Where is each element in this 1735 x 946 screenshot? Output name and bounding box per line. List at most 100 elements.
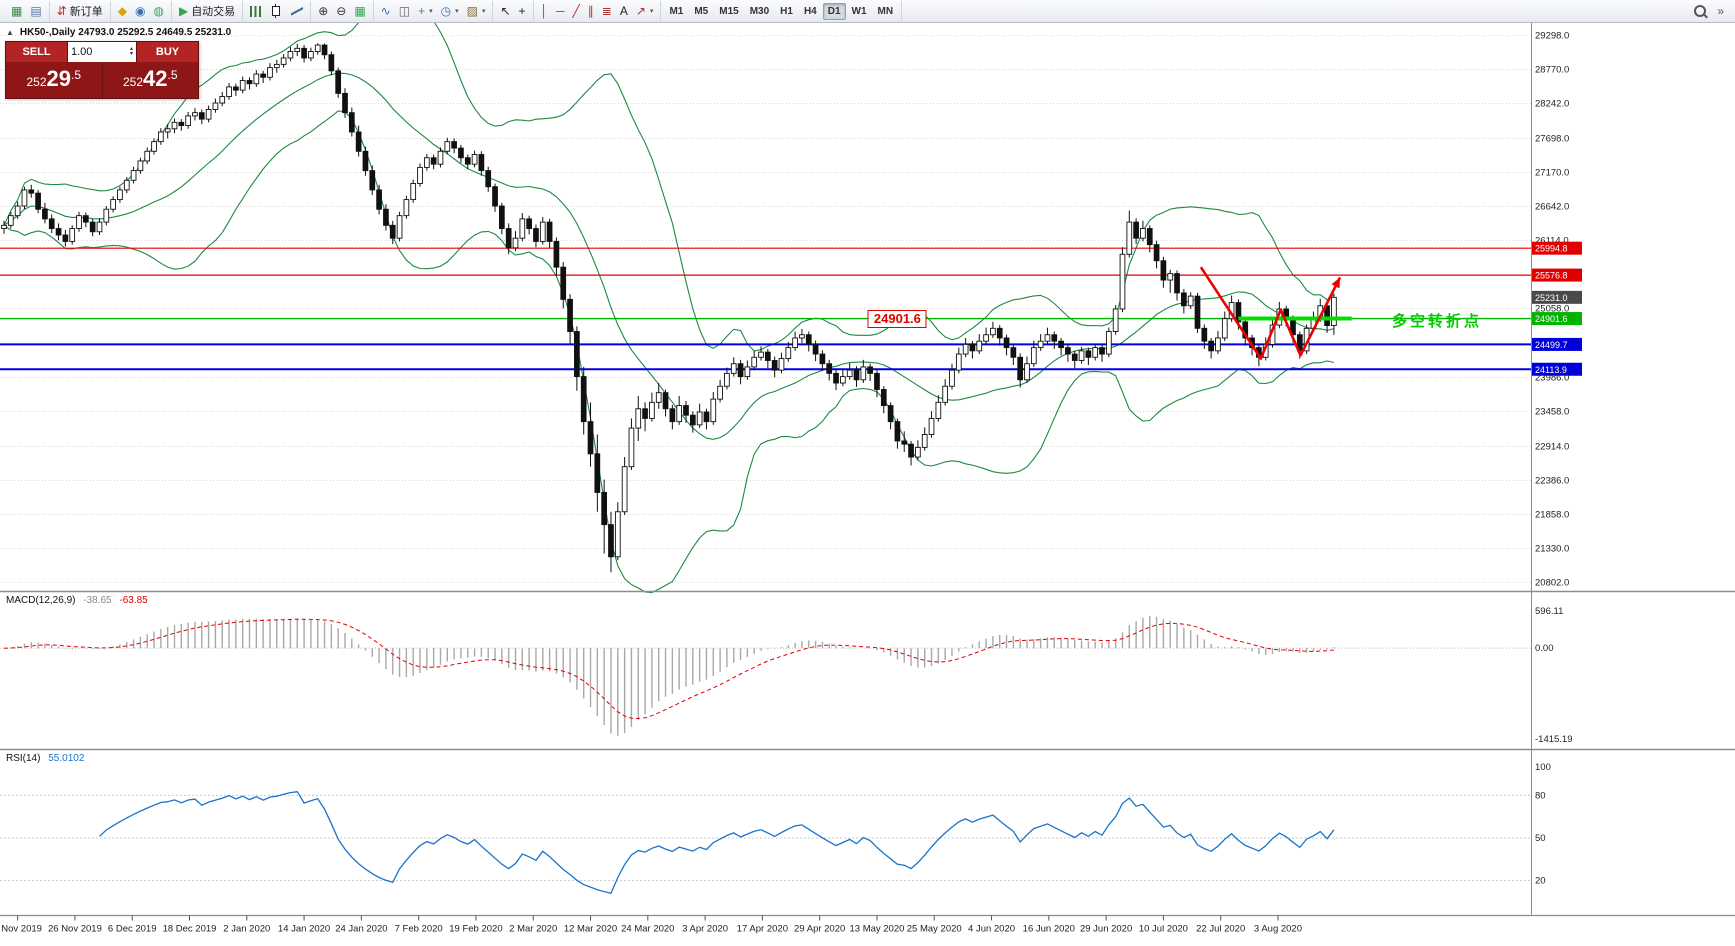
vertical-line-button-icon: │ bbox=[540, 4, 549, 18]
bar-chart-button[interactable] bbox=[246, 4, 265, 19]
svg-text:4 Nov 2019: 4 Nov 2019 bbox=[0, 924, 42, 935]
trend-arrow-annotation[interactable] bbox=[1199, 266, 1342, 360]
search-button-icon bbox=[1694, 5, 1707, 17]
tile-windows-button[interactable]: ▦ bbox=[350, 3, 369, 19]
svg-text:25576.8: 25576.8 bbox=[1535, 271, 1568, 281]
arrows-button[interactable]: ↗ ▾ bbox=[632, 3, 658, 19]
svg-text:28242.0: 28242.0 bbox=[1535, 99, 1569, 110]
add-indicator-button[interactable]: + ▾ bbox=[414, 3, 437, 19]
metaeditor-icon[interactable]: ◆ bbox=[114, 3, 131, 19]
svg-text:17 Apr 2020: 17 Apr 2020 bbox=[737, 924, 788, 935]
svg-text:6 Dec 2019: 6 Dec 2019 bbox=[108, 924, 157, 935]
buy-price-display[interactable]: 252 42.5 bbox=[101, 62, 199, 98]
candlestick-button[interactable] bbox=[265, 4, 287, 18]
crosshair-button[interactable]: + bbox=[515, 3, 530, 19]
price-digits: 252 bbox=[122, 75, 144, 89]
periods-button-dropdown-icon[interactable]: ▾ bbox=[455, 8, 459, 15]
svg-text:26642.0: 26642.0 bbox=[1535, 202, 1569, 213]
market-icon[interactable]: ◉ bbox=[131, 3, 149, 19]
candles[interactable] bbox=[1, 43, 1337, 573]
timeframe-w1-button[interactable]: W1 bbox=[851, 5, 867, 17]
timeframe-h4-button[interactable]: H4 bbox=[803, 5, 817, 17]
autotrading-button-icon: ▶ bbox=[178, 4, 189, 18]
svg-text:21858.0: 21858.0 bbox=[1535, 509, 1569, 520]
svg-text:80: 80 bbox=[1535, 790, 1546, 801]
macd-main-value: -38.65 bbox=[83, 595, 112, 606]
svg-text:25994.8: 25994.8 bbox=[1535, 244, 1568, 254]
price-digits: .5 bbox=[167, 68, 178, 82]
autotrading-button[interactable]: ▶ 自动交易 bbox=[175, 1, 239, 21]
bollinger-bands bbox=[3, 23, 1335, 594]
toolbar-group-autotrading: ▶ 自动交易 bbox=[172, 1, 244, 21]
volume-input[interactable]: 1.00 ▴ ▾ bbox=[67, 42, 137, 62]
trendline-button[interactable]: ╱ bbox=[569, 3, 584, 19]
line-chart-button-icon bbox=[291, 6, 303, 16]
new-order-button[interactable]: ⇵ 新订单 bbox=[53, 1, 107, 21]
toolbar-group-zoom: ⊕ ⊖ ▦ bbox=[311, 1, 374, 21]
cursor-button[interactable]: ↖ bbox=[496, 3, 514, 19]
time-axis[interactable]: 4 Nov 2019 26 Nov 2019 6 Dec 2019 18 Dec 20… bbox=[0, 915, 1302, 935]
profiles-button[interactable]: ▤ bbox=[26, 3, 45, 19]
search-button[interactable] bbox=[1690, 3, 1713, 19]
svg-text:13 May 2020: 13 May 2020 bbox=[849, 924, 904, 935]
chart-canvas[interactable]: 29298.0 28770.0 28242.0 27698.0 27170.0 26642… bbox=[0, 23, 1735, 946]
price-digits: 252 bbox=[26, 75, 47, 89]
svg-text:24499.7: 24499.7 bbox=[1535, 340, 1568, 350]
community-icon[interactable]: ◍ bbox=[149, 3, 167, 19]
channel-button[interactable]: ∥ bbox=[584, 3, 598, 19]
trade-panel-toggle-icon[interactable]: ▲ bbox=[6, 28, 14, 37]
toolbar: ▦ ▤ ⇵ 新订单 ◆ ◉ ◍ ▶ 自动交易 ⊕ ⊖ ▦ ∿ ◫ + ▾ ◷ ▾ ▨ ▾ ↖ + │ ─ ╱ ∥ ≣ A ↗ ▾ M1 M5 M… bbox=[0, 0, 1735, 23]
timeframe-h1-button[interactable]: H1 bbox=[780, 5, 793, 17]
horizontal-line-button[interactable]: ─ bbox=[552, 3, 569, 19]
periods-button[interactable]: ◷ ▾ bbox=[437, 3, 463, 19]
svg-text:12 Mar 2020: 12 Mar 2020 bbox=[564, 924, 617, 935]
timeframe-m30-button[interactable]: M30 bbox=[749, 5, 770, 17]
overflow-button[interactable]: » bbox=[1713, 3, 1728, 19]
line-chart-button[interactable] bbox=[287, 4, 307, 18]
fibonacci-button[interactable]: ≣ bbox=[598, 3, 616, 19]
market-icon-icon: ◉ bbox=[134, 4, 146, 18]
zoom-out-button[interactable]: ⊖ bbox=[332, 3, 350, 19]
sell-button[interactable]: SELL bbox=[6, 42, 67, 62]
horizontal-line-button-icon: ─ bbox=[556, 4, 565, 18]
svg-text:14 Jan 2020: 14 Jan 2020 bbox=[278, 924, 330, 935]
macd-name: MACD(12,26,9) bbox=[6, 595, 76, 606]
timeframe-m1-button[interactable]: M1 bbox=[669, 5, 684, 17]
sell-price-display[interactable]: 252 29.5 bbox=[6, 62, 102, 98]
community-icon-icon: ◍ bbox=[153, 4, 164, 18]
buy-button[interactable]: BUY bbox=[137, 42, 198, 62]
templates-button-dropdown-icon[interactable]: ▾ bbox=[481, 8, 486, 15]
indicators-button[interactable]: ∿ bbox=[377, 3, 395, 19]
add-indicator-button-dropdown-icon[interactable]: ▾ bbox=[429, 8, 433, 15]
timeframe-mn-button[interactable]: MN bbox=[877, 5, 894, 17]
price-level-label[interactable]: 24901.6 bbox=[867, 309, 927, 328]
svg-text:22386.0: 22386.0 bbox=[1535, 475, 1569, 486]
timeframe-m15-button[interactable]: M15 bbox=[719, 5, 739, 17]
channel-button-icon: ∥ bbox=[587, 4, 594, 18]
axis-frame bbox=[0, 23, 1735, 917]
svg-text:22 Jul 2020: 22 Jul 2020 bbox=[1196, 924, 1245, 935]
svg-text:3 Apr 2020: 3 Apr 2020 bbox=[682, 924, 728, 935]
zoom-in-button-icon: ⊕ bbox=[318, 4, 329, 18]
timeframe-d1-button[interactable]: D1 bbox=[822, 2, 846, 20]
text-button-icon: A bbox=[619, 4, 628, 18]
macd-panel: 596.11 0.00 -1415.19 bbox=[0, 606, 1573, 745]
volume-spinner-icon[interactable]: ▴ ▾ bbox=[129, 46, 133, 57]
price-grid: 29298.0 28770.0 28242.0 27698.0 27170.0 26642… bbox=[0, 31, 1569, 588]
vertical-line-button[interactable]: │ bbox=[537, 3, 553, 19]
templates-button[interactable]: ▨ ▾ bbox=[463, 3, 490, 19]
svg-text:25231.0: 25231.0 bbox=[1535, 293, 1568, 303]
timeframe-m5-button[interactable]: M5 bbox=[694, 5, 709, 17]
panel-separators[interactable] bbox=[0, 590, 1735, 751]
new-chart-button[interactable]: ▦ bbox=[7, 3, 26, 19]
svg-text:10 Jul 2020: 10 Jul 2020 bbox=[1139, 924, 1188, 935]
zoom-in-button[interactable]: ⊕ bbox=[314, 3, 332, 19]
arrows-button-dropdown-icon[interactable]: ▾ bbox=[649, 8, 654, 15]
text-button[interactable]: A bbox=[616, 3, 632, 19]
turning-point-label[interactable]: 多空转折点 bbox=[1392, 312, 1483, 330]
chart-window: 29298.0 28770.0 28242.0 27698.0 27170.0 26642… bbox=[0, 23, 1735, 946]
svg-text:20802.0: 20802.0 bbox=[1535, 577, 1569, 588]
svg-text:24 Jan 2020: 24 Jan 2020 bbox=[335, 924, 387, 935]
autotrading-button-label: 自动交易 bbox=[191, 6, 236, 18]
objects-button[interactable]: ◫ bbox=[395, 3, 414, 19]
